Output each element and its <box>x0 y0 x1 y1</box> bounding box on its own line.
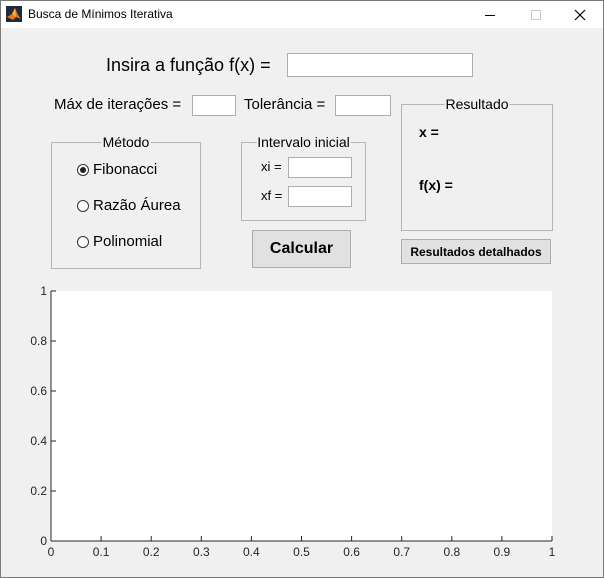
minimize-icon <box>485 14 495 16</box>
method-option-golden-ratio[interactable]: Razão Áurea <box>77 197 181 214</box>
interval-group: Intervalo inicial xi = xf = <box>241 134 366 221</box>
x-tick-label: 0.7 <box>393 545 410 559</box>
plot-axes[interactable]: 0 0.1 0.2 0.3 0.4 0.5 0.6 0.7 0.8 0.9 1 0 0.2 0.4 0.6… <box>1 28 603 577</box>
y-tick-label: 0 <box>40 534 47 548</box>
method-option-polynomial[interactable]: Polinomial <box>77 233 162 250</box>
close-icon <box>574 9 586 20</box>
xf-label: xf = <box>261 188 283 203</box>
y-tick-label: 1 <box>40 284 47 298</box>
plot-area[interactable] <box>51 291 552 541</box>
window-title: Busca de Mínimos Iterativa <box>28 7 173 21</box>
x-tick-label: 0.5 <box>293 545 310 559</box>
y-tick-label: 0.2 <box>30 484 47 498</box>
radio-unselected-icon[interactable] <box>77 235 89 248</box>
radio-selected-icon[interactable] <box>77 163 89 176</box>
y-tick-label: 0.8 <box>30 334 47 348</box>
close-button[interactable] <box>557 1 603 28</box>
interval-group-title: Intervalo inicial <box>256 134 351 150</box>
x-tick-label: 0.1 <box>93 545 110 559</box>
function-input[interactable] <box>287 53 473 77</box>
calculate-button[interactable]: Calcular <box>252 230 351 268</box>
figure-client-area: Insira a função f(x) = Máx de iterações … <box>1 28 603 577</box>
x-tick-label: 0.3 <box>193 545 210 559</box>
radio-unselected-icon[interactable] <box>77 199 89 212</box>
tolerance-label: Tolerância = <box>244 96 326 113</box>
matlab-logo-icon <box>6 6 22 22</box>
method-option-fibonacci[interactable]: Fibonacci <box>77 161 157 178</box>
x-tick-label: 1 <box>549 545 556 559</box>
minimize-button[interactable] <box>467 1 513 28</box>
y-tick-label: 0.4 <box>30 434 47 448</box>
x-tick-label: 0 <box>48 545 55 559</box>
x-tick-label: 0.8 <box>443 545 460 559</box>
max-iterations-input[interactable] <box>192 95 236 116</box>
result-group: Resultado x = f(x) = <box>401 96 553 231</box>
tolerance-input[interactable] <box>335 95 391 116</box>
title-bar: Busca de Mínimos Iterativa <box>1 1 603 28</box>
y-tick-label: 0.6 <box>30 384 47 398</box>
method-option-label: Fibonacci <box>93 161 158 178</box>
function-label: Insira a função f(x) = <box>106 55 271 75</box>
maximize-icon <box>531 9 541 20</box>
method-option-label: Polinomial <box>93 233 163 250</box>
maximize-button[interactable] <box>513 1 559 28</box>
x-tick-label: 0.2 <box>143 545 160 559</box>
x-tick-label: 0.9 <box>494 545 511 559</box>
x-tick-label: 0.4 <box>243 545 260 559</box>
max-iterations-label: Máx de iterações = <box>54 96 182 113</box>
result-fx-label: f(x) = <box>419 177 453 193</box>
x-tick-label: 0.6 <box>343 545 360 559</box>
y-ticks: 0 0.2 0.4 0.6 0.8 1 <box>30 284 56 548</box>
xi-label: xi = <box>261 159 282 174</box>
result-x-label: x = <box>419 124 439 140</box>
x-ticks: 0 0.1 0.2 0.3 0.4 0.5 0.6 0.7 0.8 0.9 1 <box>48 536 556 559</box>
xf-input[interactable] <box>288 186 352 207</box>
method-group-title: Método <box>101 134 151 150</box>
method-group: Método Fibonacci Razão Áurea Polinomial <box>51 134 201 269</box>
result-group-title: Resultado <box>444 96 510 112</box>
xi-input[interactable] <box>288 157 352 178</box>
method-option-label: Razão Áurea <box>93 197 181 214</box>
detailed-results-button[interactable]: Resultados detalhados <box>401 239 551 264</box>
